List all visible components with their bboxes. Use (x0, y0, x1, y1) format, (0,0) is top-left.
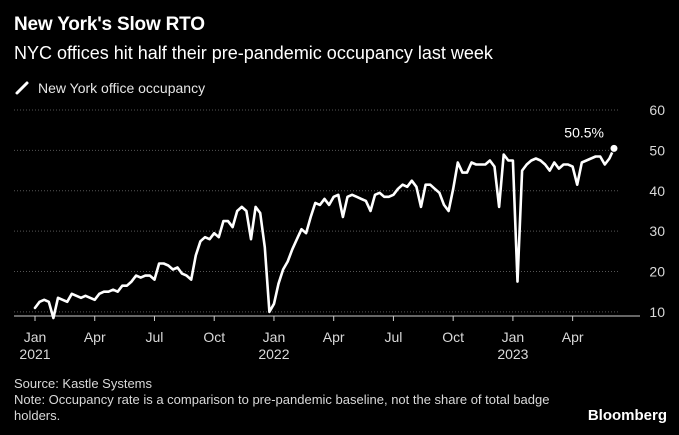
x-tick-label: Oct (203, 329, 225, 345)
bloomberg-logo: Bloomberg (587, 407, 667, 424)
y-tick-label: 10 (649, 304, 665, 320)
y-tick-label: 20 (649, 264, 665, 280)
x-tick-label: Jul (384, 329, 402, 345)
legend-label: New York office occupancy (38, 80, 206, 96)
x-tick-label: Oct (442, 329, 464, 345)
x-tick-label: Jan (263, 329, 286, 345)
source-text: Source: Kastle Systems (14, 376, 152, 391)
x-tick-year-label: 2022 (258, 346, 289, 362)
footer: Source: Kastle Systems Note: Occupancy r… (14, 376, 554, 424)
legend: New York office occupancy (14, 80, 205, 96)
legend-line-icon (15, 81, 29, 95)
y-tick-label: 40 (649, 183, 665, 199)
x-tick-year-label: 2021 (19, 346, 50, 362)
chart-subtitle: NYC offices hit half their pre-pandemic … (14, 43, 493, 63)
series-line (33, 147, 616, 320)
x-tick-year-label: 2023 (497, 346, 528, 362)
chart-title: New York's Slow RTO (14, 14, 205, 35)
x-tick-label: Apr (562, 329, 584, 345)
x-tick-label: Apr (84, 329, 106, 345)
x-tick-label: Jul (146, 329, 164, 345)
y-tick-label: 30 (649, 223, 665, 239)
y-tick-label: 50 (649, 142, 665, 158)
x-tick-label: Apr (323, 329, 345, 345)
data-label-latest: 50.5% (564, 124, 604, 140)
note-text: Note: Occupancy rate is a comparison to … (14, 392, 550, 423)
last-point-marker (609, 143, 619, 153)
x-tick-label: Jan (502, 329, 525, 345)
y-tick-label: 60 (649, 102, 665, 118)
x-tick-label: Jan (24, 329, 47, 345)
